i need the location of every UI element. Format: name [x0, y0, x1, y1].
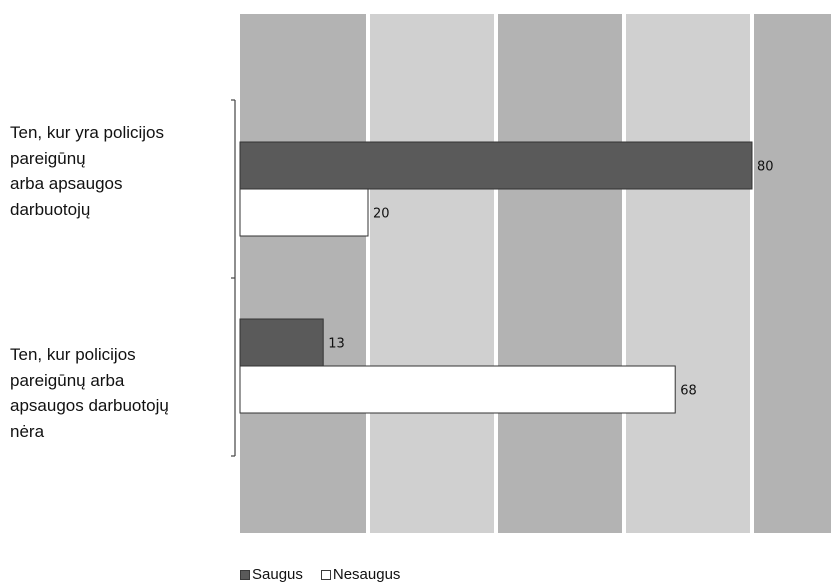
bar-saugus-2 — [239, 318, 324, 367]
bar-nesaugus-2 — [239, 365, 676, 414]
legend-swatch-nesaugus — [320, 569, 331, 580]
category-label-line: Ten, kur policijos — [10, 345, 136, 364]
plot-band — [754, 14, 831, 533]
bars — [239, 141, 753, 414]
legend-item-nesaugus: Nesaugus — [320, 566, 401, 583]
data-label: 80 — [757, 160, 774, 175]
bar-saugus-1 — [239, 141, 753, 190]
plot-band — [370, 14, 494, 533]
plot-background-bands — [240, 14, 831, 533]
plot-band — [498, 14, 622, 533]
category-label-without-security: Ten, kur policijos pareigūnų arba apsaug… — [10, 342, 232, 444]
category-label-line: pareigūnų — [10, 148, 86, 168]
data-label: 13 — [328, 337, 345, 352]
bar-nesaugus-1 — [239, 188, 369, 237]
category-label-with-security: Ten, kur yra policijos pareigūnų arba ap… — [10, 120, 232, 222]
legend: Saugus Nesaugus — [240, 566, 400, 583]
data-label: 68 — [680, 384, 697, 399]
category-label-line: arba apsaugos — [10, 174, 123, 193]
legend-label-nesaugus: Nesaugus — [332, 566, 401, 583]
category-label-line: darbuotojų — [10, 199, 91, 219]
legend-item-saugus: Saugus — [240, 566, 303, 583]
category-label-line: nėra — [10, 421, 45, 441]
data-label: 20 — [373, 207, 390, 222]
legend-swatch-saugus — [240, 569, 250, 580]
category-label-line: apsaugos darbuotojų — [10, 396, 169, 415]
plot-band — [240, 14, 366, 533]
category-axis — [231, 99, 236, 457]
category-label-line: pareigūnų arba — [10, 370, 125, 390]
plot-band — [626, 14, 750, 533]
value-labels: 80 20 13 68 — [328, 160, 773, 399]
category-label-line: Ten, kur yra policijos — [10, 123, 165, 142]
legend-label-saugus: Saugus — [252, 566, 303, 583]
